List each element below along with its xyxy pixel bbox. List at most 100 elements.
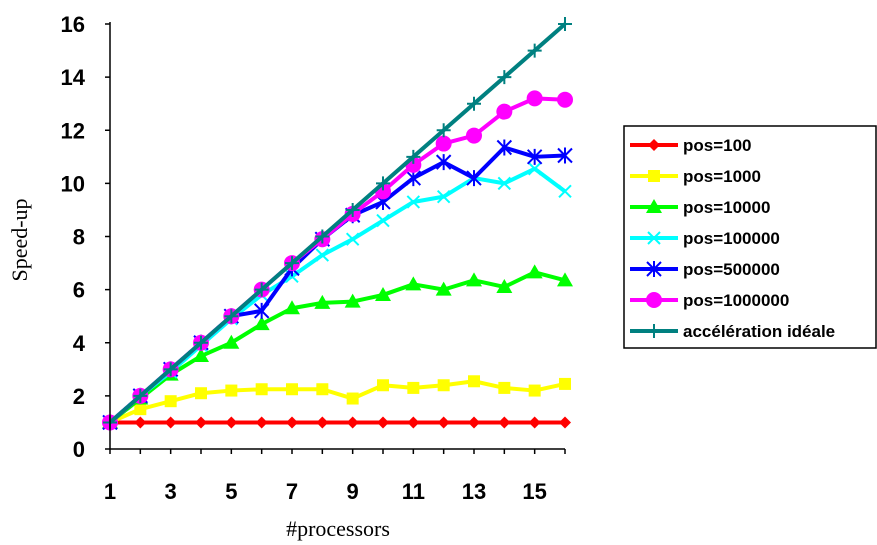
legend-marker	[646, 292, 662, 308]
data-point	[435, 135, 452, 152]
data-point	[164, 395, 177, 408]
data-point	[528, 416, 541, 429]
data-point	[557, 147, 573, 164]
data-point	[407, 381, 420, 394]
data-point	[466, 170, 482, 187]
data-point	[377, 416, 389, 429]
data-point	[497, 70, 512, 85]
legend: pos=100 pos=1000 pos=10000 pos=100000 pos=50…	[623, 125, 877, 349]
x-tick-label: 15	[522, 479, 546, 504]
series-line	[109, 379, 566, 425]
data-point	[527, 162, 542, 176]
data-point	[435, 281, 452, 296]
data-point	[314, 294, 331, 309]
data-point	[496, 139, 513, 156]
data-point	[466, 127, 482, 144]
data-point	[407, 416, 420, 429]
data-point	[346, 416, 359, 429]
plot-area	[102, 17, 573, 431]
y-tick-label: 10	[61, 171, 85, 196]
data-point	[406, 149, 421, 164]
data-point	[527, 43, 542, 58]
data-point	[526, 148, 543, 165]
y-tick-label: 0	[73, 437, 85, 462]
data-point	[315, 229, 330, 244]
data-point	[558, 184, 572, 199]
legend-label: pos=10000	[683, 198, 770, 217]
legend-item: pos=1000	[630, 167, 761, 186]
data-point	[315, 248, 330, 262]
series-7	[103, 17, 572, 430]
data-point	[133, 388, 148, 403]
data-point	[559, 377, 571, 390]
data-point	[345, 232, 360, 246]
y-tick-label: 4	[73, 331, 86, 356]
data-point	[375, 286, 391, 301]
data-point	[468, 375, 480, 388]
data-point	[195, 387, 207, 400]
data-point	[253, 316, 270, 331]
data-point	[436, 123, 451, 138]
x-axis-title: #processors	[286, 516, 390, 541]
data-point	[376, 213, 390, 228]
x-tick-label: 3	[165, 479, 177, 504]
x-tick-label: 1	[104, 479, 116, 504]
data-point	[255, 383, 268, 396]
data-point	[376, 176, 390, 191]
legend-marker	[646, 199, 662, 213]
legend-marker	[648, 170, 660, 182]
data-point	[526, 264, 543, 279]
data-point	[436, 189, 451, 204]
y-tick-label: 6	[73, 278, 85, 303]
legend-label: pos=500000	[683, 260, 780, 279]
data-point	[134, 416, 147, 429]
data-point	[405, 276, 422, 291]
legend-item: accélération idéale	[630, 322, 835, 341]
data-point	[346, 392, 359, 405]
series-line	[108, 22, 567, 424]
data-point	[344, 293, 361, 308]
legend-item: pos=500000	[630, 260, 780, 279]
data-point	[468, 416, 480, 429]
data-point	[316, 383, 329, 396]
legend-marker	[647, 324, 661, 338]
data-point	[286, 416, 298, 429]
data-point	[466, 272, 482, 287]
data-point	[316, 416, 329, 429]
legend-item: pos=100000	[630, 229, 780, 248]
data-point	[437, 379, 450, 392]
data-point	[557, 272, 573, 287]
y-tick-label: 8	[73, 225, 85, 250]
data-point	[377, 379, 389, 392]
legend-item: pos=10000	[630, 198, 770, 217]
legend-label: pos=100	[683, 136, 752, 155]
series-1	[104, 416, 571, 429]
x-tick-label: 13	[462, 479, 486, 504]
data-point	[437, 416, 450, 429]
y-axis-title: Speed-up	[7, 198, 32, 281]
data-point	[496, 103, 513, 120]
legend-label: accélération idéale	[683, 322, 835, 341]
data-point	[528, 384, 541, 397]
data-point	[558, 17, 572, 31]
data-point	[285, 256, 299, 271]
data-point	[498, 381, 511, 394]
legend-marker	[646, 261, 662, 277]
data-point	[406, 195, 421, 209]
data-point	[254, 282, 269, 297]
x-tick-label: 11	[402, 479, 425, 504]
data-point	[497, 176, 512, 191]
legend-label: pos=100000	[683, 229, 780, 248]
legend-marker	[647, 231, 661, 245]
data-point	[225, 416, 238, 429]
legend-label: pos=1000	[683, 167, 761, 186]
data-point	[284, 300, 300, 315]
data-point	[195, 416, 207, 429]
legend-label: pos=1000000	[683, 291, 789, 310]
axes	[105, 22, 566, 454]
data-point	[134, 403, 147, 416]
x-tick-label: 5	[225, 479, 237, 504]
series-line	[108, 96, 566, 424]
